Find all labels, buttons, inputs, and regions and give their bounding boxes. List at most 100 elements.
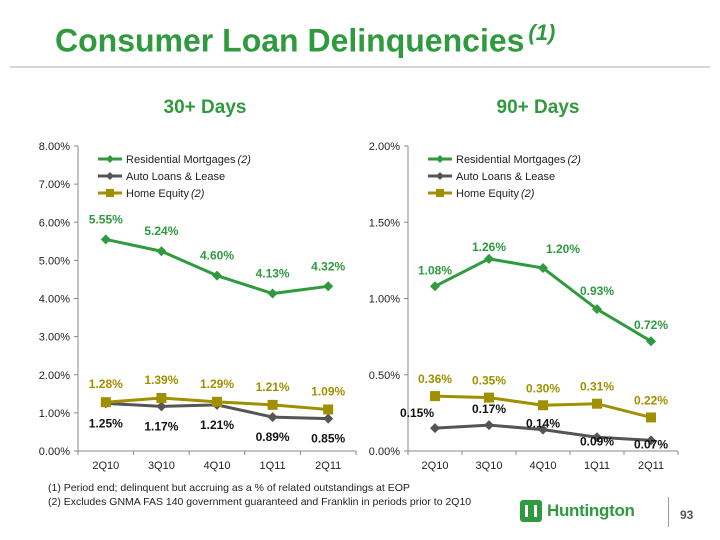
data-point-home_equity	[484, 392, 494, 403]
data-point-home_equity	[212, 396, 222, 407]
legend-label-residential: Residential Mortgages (2)	[456, 154, 581, 166]
legend-label-home_equity: Home Equity (2)	[456, 188, 535, 200]
x-tick-label: 1Q11	[260, 460, 286, 472]
data-point-residential	[156, 246, 167, 257]
data-point-auto	[323, 413, 334, 424]
data-label-residential: 5.24%	[144, 224, 178, 238]
huntington-logo-icon	[520, 500, 542, 522]
legend-footnote-ref: (2)	[521, 188, 535, 200]
data-point-residential	[538, 263, 548, 273]
huntington-logo: Huntington	[520, 500, 635, 522]
y-tick-label: 0.00%	[369, 446, 400, 458]
chart-heading-90-days: 90+ Days	[496, 97, 580, 118]
y-tick-label: 3.00%	[39, 332, 70, 344]
data-label-home_equity: 1.29%	[200, 377, 234, 391]
data-point-residential	[592, 304, 602, 315]
data-label-home_equity: 1.28%	[89, 377, 123, 391]
data-label-home_equity: 0.31%	[580, 380, 614, 394]
data-point-auto	[156, 401, 167, 412]
delinquency-charts: 0.00% 1.00% 2.00% 3.00% 4.00% 5.00% 6.00% 7.00%…	[39, 141, 679, 472]
data-label-residential: 4.13%	[256, 267, 290, 281]
data-label-home_equity: 1.39%	[144, 373, 178, 387]
legend-footnote-ref: (2)	[567, 154, 581, 166]
data-point-residential	[100, 234, 111, 245]
data-label-auto: 0.17%	[472, 402, 506, 416]
legend-label-home_equity: Home Equity (2)	[126, 188, 205, 200]
data-point-home_equity	[156, 393, 167, 404]
legend-marker	[436, 172, 444, 180]
data-point-auto	[592, 432, 602, 443]
page-title: Consumer Loan Delinquencies (1)	[55, 20, 556, 59]
legend-footnote-ref: (2)	[237, 154, 251, 166]
data-label-home_equity: 1.09%	[311, 384, 345, 398]
y-tick-label: 4.00%	[39, 294, 70, 306]
data-point-home_equity	[592, 398, 602, 409]
y-tick-label: 1.00%	[39, 408, 70, 420]
y-tick-label: 1.50%	[369, 217, 400, 229]
data-label-home_equity: 0.36%	[418, 372, 452, 386]
x-tick-label: 2Q10	[422, 460, 449, 472]
data-label-auto: 0.85%	[311, 432, 345, 446]
data-label-residential: 4.60%	[200, 249, 234, 263]
x-tick-label: 4Q10	[204, 460, 231, 472]
y-tick-label: 2.00%	[39, 370, 70, 382]
legend-marker	[106, 189, 114, 197]
legend-label-residential: Residential Mortgages (2)	[126, 154, 251, 166]
legend-marker	[436, 155, 444, 163]
x-tick-label: 4Q10	[530, 460, 557, 472]
data-label-residential: 0.93%	[580, 284, 614, 298]
data-label-residential: 1.20%	[546, 242, 580, 256]
data-point-home_equity	[100, 397, 111, 408]
data-point-residential	[430, 281, 440, 292]
y-tick-label: 8.00%	[39, 141, 70, 153]
huntington-logo-text: Huntington	[547, 501, 635, 520]
data-point-home_equity	[430, 391, 440, 402]
data-point-home_equity	[267, 399, 278, 410]
x-tick-label: 2Q11	[638, 460, 664, 472]
chart-90-days: 0.00% 0.50% 1.00% 1.50% 2.00% 2Q10 3Q10 4Q10 1Q1…	[369, 141, 679, 472]
legend-marker	[106, 155, 114, 163]
title-divider	[10, 66, 710, 68]
data-label-home_equity: 0.35%	[472, 374, 506, 388]
data-point-auto	[484, 420, 494, 431]
data-label-residential: 5.55%	[89, 212, 123, 226]
data-point-home_equity	[323, 404, 334, 415]
y-tick-label: 0.00%	[39, 446, 70, 458]
data-point-auto	[267, 412, 278, 423]
chart-heading-30-days: 30+ Days	[163, 97, 247, 118]
data-label-auto: 0.89%	[256, 430, 290, 444]
x-tick-label: 2Q10	[92, 460, 119, 472]
legend-marker	[436, 189, 444, 197]
footnote-2: (2) Excludes GNMA FAS 140 government gua…	[48, 496, 472, 508]
page-number: 93	[680, 508, 694, 522]
data-point-auto	[538, 424, 548, 435]
footer-divider	[668, 497, 669, 527]
legend-label-auto: Auto Loans & Lease	[456, 171, 555, 183]
data-point-residential	[267, 288, 278, 299]
data-point-residential	[212, 270, 222, 281]
x-tick-label: 3Q10	[476, 460, 503, 472]
data-label-auto: 1.17%	[144, 419, 178, 433]
title-footnote-ref: (1)	[528, 20, 556, 45]
y-tick-label: 7.00%	[39, 179, 70, 191]
data-label-residential: 4.32%	[311, 259, 345, 273]
legend-label-auto: Auto Loans & Lease	[126, 171, 225, 183]
x-tick-label: 3Q10	[148, 460, 175, 472]
y-tick-label: 1.00%	[369, 294, 400, 306]
data-label-auto: 0.07%	[634, 437, 668, 451]
y-tick-label: 6.00%	[39, 217, 70, 229]
data-label-auto: 0.14%	[526, 417, 560, 431]
data-point-auto	[430, 423, 440, 434]
data-point-residential	[484, 253, 494, 264]
data-label-home_equity: 0.22%	[634, 393, 668, 407]
data-label-home_equity: 0.30%	[526, 381, 560, 395]
x-tick-label: 1Q11	[584, 460, 610, 472]
footnotes: (1) Period end; delinquent but accruing …	[48, 481, 471, 509]
data-label-auto: 1.21%	[200, 418, 234, 432]
footnote-1: (1) Period end; delinquent but accruing …	[48, 482, 410, 494]
data-label-home_equity: 1.21%	[256, 380, 290, 394]
x-tick-label: 2Q11	[315, 460, 341, 472]
data-point-home_equity	[646, 412, 656, 423]
y-tick-label: 5.00%	[39, 255, 70, 267]
data-label-residential: 1.26%	[472, 240, 506, 254]
